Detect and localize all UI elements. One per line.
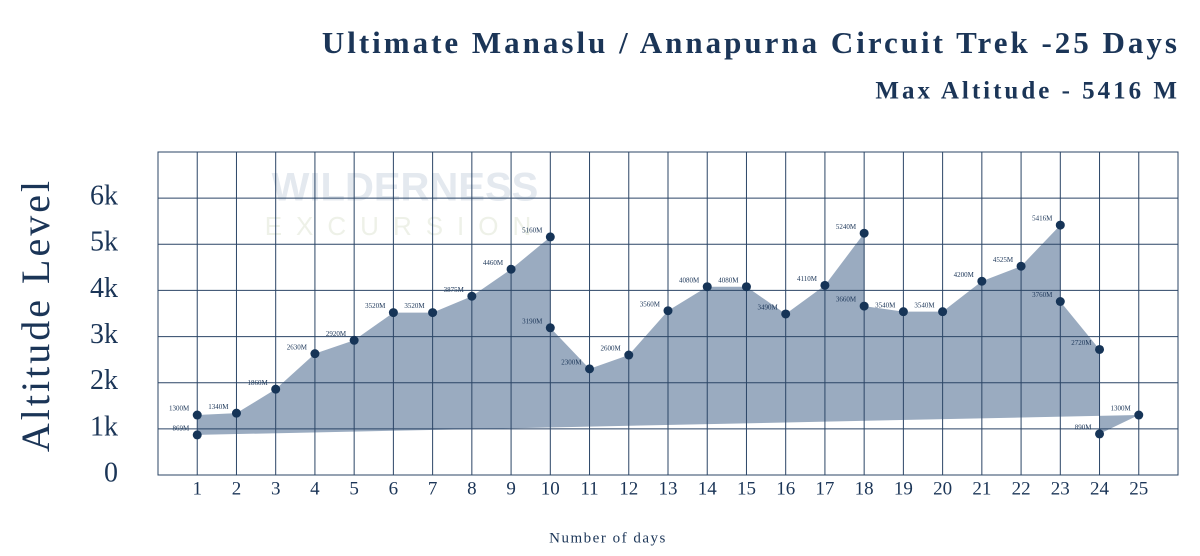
data-point: [624, 350, 634, 360]
y-tick-label: 4k: [90, 273, 118, 304]
watermark: EXCURSION: [265, 211, 546, 241]
watermark: WILDERNESS: [272, 166, 539, 210]
y-axis-label: Altitude Level: [13, 178, 58, 452]
data-point: [1016, 261, 1026, 271]
x-tick-label: 14: [698, 478, 718, 499]
data-point: [1055, 220, 1065, 230]
data-point: [388, 308, 398, 318]
y-tick-label: 1k: [90, 411, 118, 442]
y-tick-label: 0: [104, 457, 118, 488]
y-tick-label: 2k: [90, 365, 118, 396]
data-label: 869M: [172, 425, 190, 433]
y-tick-label: 3k: [90, 319, 118, 350]
x-tick-label: 25: [1129, 478, 1148, 499]
data-label: 3520M: [404, 302, 425, 310]
data-point: [1095, 429, 1105, 439]
y-tick-label: 6k: [90, 181, 118, 212]
data-point: [231, 408, 241, 418]
data-point: [1095, 344, 1105, 354]
x-tick-label: 22: [1012, 478, 1031, 499]
data-label: 4460M: [483, 259, 504, 267]
x-tick-label: 13: [659, 478, 678, 499]
data-point: [1134, 410, 1144, 420]
data-point: [898, 307, 908, 317]
data-label: 1300M: [169, 405, 190, 413]
x-tick-label: 17: [815, 478, 834, 499]
chart-subtitle: Max Altitude - 5416 M: [875, 78, 1180, 105]
data-point: [938, 307, 948, 317]
data-point: [428, 308, 438, 318]
data-point: [741, 282, 751, 292]
x-tick-label: 15: [737, 478, 756, 499]
x-tick-label: 16: [776, 478, 795, 499]
x-tick-label: 11: [580, 478, 598, 499]
data-label: 4525M: [993, 256, 1014, 264]
data-label: 890M: [1075, 424, 1093, 432]
x-tick-label: 4: [310, 478, 320, 499]
data-label: 3760M: [1032, 291, 1053, 299]
data-label: 5240M: [836, 223, 857, 231]
x-tick-label: 9: [506, 478, 516, 499]
data-point: [859, 228, 869, 238]
chart-title: Ultimate Manaslu / Annapurna Circuit Tre…: [322, 25, 1180, 60]
data-point: [702, 282, 712, 292]
x-tick-label: 23: [1051, 478, 1070, 499]
data-point: [545, 323, 555, 333]
data-label: 5416M: [1032, 215, 1053, 223]
data-label: 2630M: [287, 343, 308, 351]
data-label: 4200M: [954, 271, 975, 279]
data-label: 2720M: [1071, 339, 1092, 347]
x-tick-label: 1: [192, 478, 202, 499]
x-tick-label: 7: [428, 478, 438, 499]
data-point: [349, 335, 359, 345]
data-label: 4110M: [797, 275, 818, 283]
data-label: 3540M: [875, 301, 896, 309]
data-label: 4080M: [718, 276, 739, 284]
data-label: 1860M: [247, 379, 268, 387]
x-tick-label: 24: [1090, 478, 1110, 499]
data-label: 1300M: [1111, 405, 1132, 413]
x-tick-label: 18: [855, 478, 874, 499]
data-point: [859, 301, 869, 311]
x-tick-label: 10: [541, 478, 560, 499]
data-label: 2920M: [326, 330, 347, 338]
data-point: [271, 384, 281, 394]
x-tick-label: 19: [894, 478, 913, 499]
x-axis-label: Number of days: [549, 530, 667, 546]
x-tick-label: 6: [389, 478, 399, 499]
data-label: 3660M: [836, 296, 857, 304]
data-label: 2300M: [561, 358, 582, 366]
data-label: 3490M: [757, 304, 778, 312]
x-tick-label: 5: [349, 478, 359, 499]
data-point: [663, 306, 673, 316]
data-label: 4080M: [679, 276, 700, 284]
x-tick-label: 3: [271, 478, 281, 499]
data-point: [1055, 297, 1065, 307]
x-tick-label: 21: [972, 478, 991, 499]
data-label: 5160M: [522, 227, 543, 235]
data-label: 3520M: [365, 302, 386, 310]
data-label: 1340M: [208, 403, 229, 411]
y-tick-label: 5k: [90, 227, 118, 258]
data-point: [467, 291, 477, 301]
x-tick-label: 20: [933, 478, 952, 499]
data-point: [820, 280, 830, 290]
data-point: [506, 264, 516, 274]
x-tick-label: 2: [232, 478, 242, 499]
data-label: 2600M: [601, 345, 622, 353]
data-point: [781, 309, 791, 319]
data-point: [192, 410, 202, 420]
data-label: 3540M: [914, 301, 935, 309]
data-point: [585, 364, 595, 374]
x-tick-label: 8: [467, 478, 477, 499]
data-point: [545, 232, 555, 242]
data-label: 3560M: [640, 300, 661, 308]
data-point: [310, 349, 320, 359]
x-tick-label: 12: [619, 478, 638, 499]
data-label: 3875M: [444, 286, 465, 294]
data-label: 3190M: [522, 317, 543, 325]
data-point: [977, 276, 987, 286]
data-point: [192, 430, 202, 440]
